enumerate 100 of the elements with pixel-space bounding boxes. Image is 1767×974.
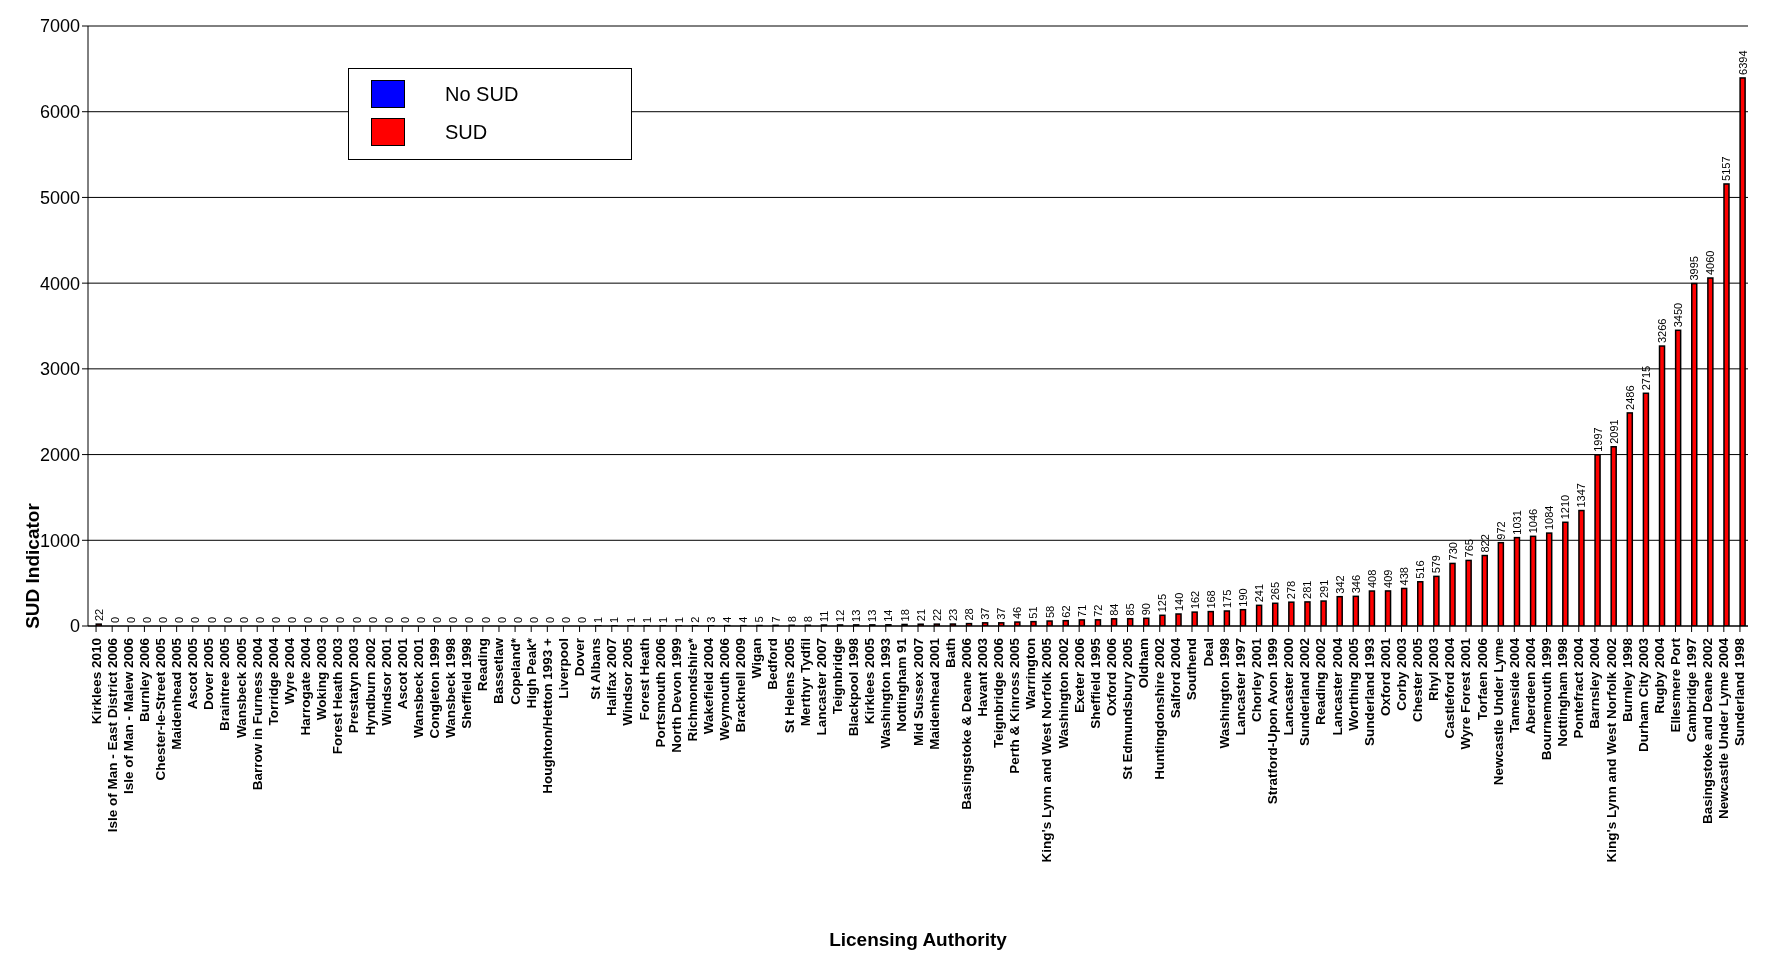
x-tick-label: Wyre Forest 2001: [1458, 637, 1474, 750]
data-label: 822: [1478, 534, 1491, 553]
data-label: 281: [1301, 580, 1314, 599]
x-tick-label: Lancaster 1997: [1232, 638, 1248, 736]
data-label: 0: [334, 616, 347, 623]
data-label: 579: [1430, 555, 1443, 574]
x-tick-label: Lancaster 2000: [1281, 638, 1297, 736]
data-label: 0: [415, 616, 428, 623]
x-tick-label: Woking 2003: [314, 637, 330, 721]
data-label: 278: [1285, 580, 1298, 600]
x-tick-label: Nottingham 91: [894, 637, 910, 732]
data-label: 972: [1494, 521, 1507, 540]
x-tick-label: Blackpool 1998: [846, 637, 862, 737]
data-label: 0: [205, 616, 218, 623]
data-label: 175: [1220, 589, 1233, 608]
data-label: 4060: [1704, 250, 1717, 275]
data-label: 37: [995, 607, 1008, 620]
x-tick-label: Bath: [942, 638, 958, 668]
x-tick-label: Chester-le-Street 2005: [153, 637, 169, 781]
data-label: 0: [350, 616, 363, 623]
x-tick-label: Lancaster 2007: [813, 638, 829, 736]
x-tick-label: Portsmouth 2006: [652, 637, 668, 748]
data-label: 1: [672, 616, 685, 623]
x-tick-label: Wansbeck 2001: [410, 637, 426, 739]
y-tick-label: 3000: [39, 359, 80, 380]
x-tick-label: Torridge 2004: [265, 637, 281, 726]
y-tick-label: 0: [69, 616, 80, 637]
x-tick-label: Ellesmere Port: [1667, 637, 1683, 733]
data-label: 765: [1462, 539, 1475, 558]
x-tick-label: Lancaster 2004: [1329, 637, 1345, 736]
data-label: 3266: [1656, 318, 1669, 344]
x-tick-label: St Helens 2005: [781, 637, 797, 734]
data-label: 0: [189, 616, 202, 623]
data-label: 22: [92, 608, 105, 622]
data-label: 346: [1349, 574, 1362, 594]
data-label: 0: [511, 616, 524, 623]
x-tick-label: Bracknell 2009: [733, 638, 749, 733]
x-tick-label: Washington 2002: [1055, 638, 1071, 749]
data-label: 12: [834, 609, 847, 622]
data-label: 0: [560, 616, 573, 623]
x-tick-label: Weymouth 2006: [717, 637, 733, 741]
x-tick-label: Dover: [572, 637, 588, 677]
data-label: 28: [963, 608, 976, 621]
x-tick-label: Prestatyn 2003: [346, 637, 362, 734]
x-tick-label: Teignbridge 2006: [991, 637, 1007, 749]
x-tick-label: Chorley 2001: [1248, 637, 1264, 723]
data-label: 23: [946, 608, 959, 622]
data-label: 162: [1188, 590, 1201, 610]
x-tick-label: Cambridge 1997: [1684, 638, 1700, 743]
x-tick-label: Reading: [475, 638, 491, 692]
data-label: 1997: [1591, 427, 1604, 452]
x-tick-label: Hyndburn 2002: [362, 638, 378, 736]
x-tick-label: Windsor 2001: [378, 637, 394, 726]
x-tick-label: Congleton 1999: [427, 638, 442, 739]
x-tick-label: North Devon 1999: [668, 638, 684, 753]
data-label: 0: [173, 616, 186, 623]
data-label: 0: [253, 616, 266, 623]
x-tick-label: Basingstoke and Deane 2002: [1700, 638, 1716, 825]
x-tick-label: Wansbeck 1998: [443, 637, 459, 739]
x-tick-label: Richmondshire*: [684, 637, 700, 742]
x-tick-label: Merthyr Tydfil: [797, 638, 813, 727]
x-tick-label: Oldham: [1136, 638, 1152, 689]
x-tick-label: King's Lynn and West Norfolk 2002: [1603, 638, 1619, 863]
y-tick-label: 4000: [39, 273, 80, 294]
data-label: 1347: [1575, 483, 1588, 508]
data-label: 0: [463, 616, 476, 623]
data-label: 2091: [1607, 419, 1620, 444]
data-label: 3450: [1672, 302, 1685, 328]
x-tick-label: Salford 2004: [1168, 637, 1184, 719]
x-tick-label: Washington 1993: [878, 637, 894, 749]
x-tick-label: Copeland*: [507, 637, 523, 705]
y-tick-label: 1000: [39, 530, 80, 551]
data-label: 1: [608, 616, 621, 623]
x-tick-label: Forest Heath 2003: [330, 637, 346, 755]
x-tick-label: Oxford 2001: [1377, 637, 1393, 717]
data-label: 72: [1091, 604, 1104, 617]
data-label: 37: [979, 607, 992, 620]
x-tick-label: Kirklees 2005: [862, 637, 878, 725]
data-label: 265: [1269, 581, 1282, 601]
data-label: 0: [318, 616, 331, 623]
data-label: 0: [543, 616, 556, 623]
x-tick-label: Sunderland 1993: [1361, 637, 1377, 747]
data-label: 0: [221, 616, 234, 623]
data-label: 409: [1382, 569, 1395, 588]
x-tick-label: Warrington: [1023, 638, 1039, 710]
x-tick-label: Deal: [1200, 638, 1216, 667]
data-label: 5: [753, 616, 766, 623]
data-label: 516: [1414, 560, 1427, 579]
x-tick-label: Sunderland 2002: [1297, 638, 1313, 747]
y-tick-label: 6000: [39, 102, 80, 123]
data-label: 84: [1108, 603, 1121, 616]
data-label: 0: [302, 616, 315, 623]
data-label: 58: [1043, 605, 1056, 619]
data-label: 13: [850, 609, 863, 622]
x-tick-label: Rugby 2004: [1651, 637, 1667, 714]
data-label: 1084: [1543, 505, 1556, 531]
x-tick-label: Kirklees 2010: [88, 638, 104, 725]
data-label: 0: [576, 616, 589, 623]
y-tick-label: 7000: [39, 16, 80, 37]
data-label: 62: [1059, 605, 1072, 618]
